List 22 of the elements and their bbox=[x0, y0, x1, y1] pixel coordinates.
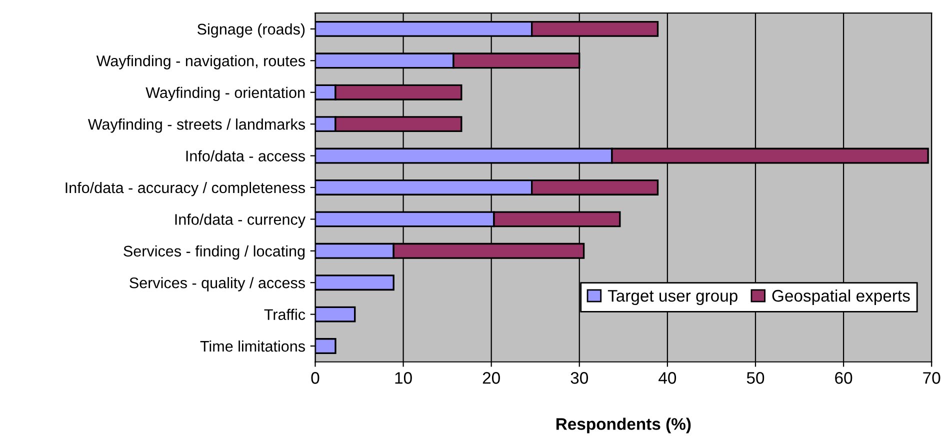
y-tick-label: Info/data - currency bbox=[175, 214, 306, 228]
legend-label: Target user group bbox=[608, 290, 738, 306]
y-tick-label: Services - finding / locating bbox=[124, 245, 305, 260]
x-axis-title: Respondents (%) bbox=[556, 418, 691, 434]
x-tick-label: 60 bbox=[835, 372, 852, 384]
x-tick-label: 0 bbox=[311, 372, 320, 384]
y-tick-label: Info/data - accuracy / completeness bbox=[66, 182, 305, 196]
y-tick-label: Wayfinding - streets / landmarks bbox=[88, 118, 305, 133]
x-tick-label: 30 bbox=[570, 372, 588, 384]
x-tick-label: 20 bbox=[482, 372, 500, 384]
x-tick-label: 50 bbox=[746, 372, 764, 384]
y-tick-label: Services - quality / access bbox=[130, 277, 305, 292]
x-tick-label: 40 bbox=[658, 372, 676, 384]
x-tick-label: 10 bbox=[395, 372, 412, 384]
x-tick-label: 70 bbox=[923, 372, 940, 384]
y-tick-label: Wayfinding - orientation bbox=[146, 86, 305, 102]
y-tick-label: Info/data - access bbox=[186, 150, 305, 162]
y-tick-label: Signage (roads) bbox=[198, 23, 305, 38]
y-tick-label: Traffic bbox=[264, 308, 306, 320]
legend-label: Geospatial experts bbox=[772, 289, 910, 306]
y-tick-label: Time limitations bbox=[200, 340, 305, 352]
y-tick-label: Wayfinding - navigation, routes bbox=[96, 55, 305, 70]
